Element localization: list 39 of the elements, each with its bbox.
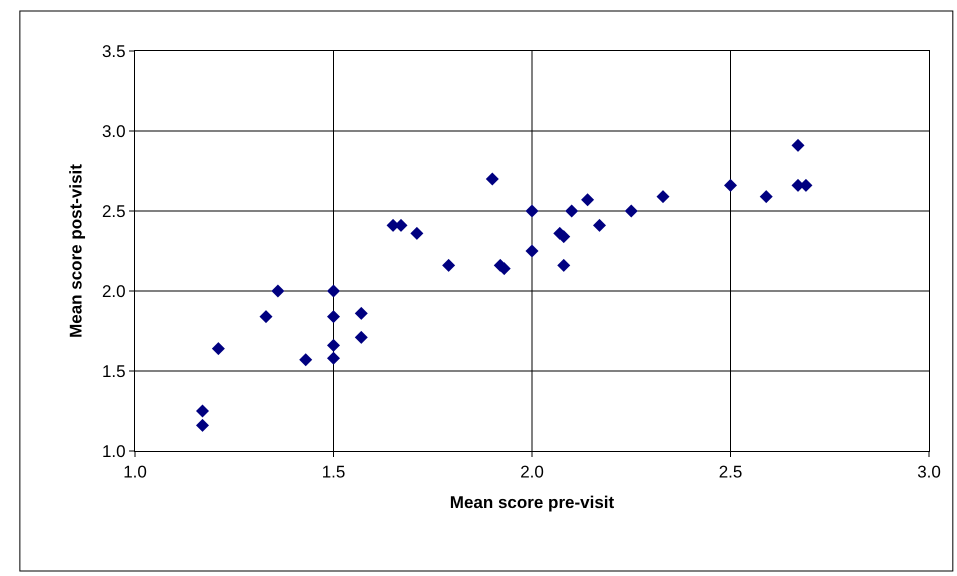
- point: [656, 190, 670, 204]
- point: [327, 352, 340, 365]
- x-tick-label: 2.5: [718, 462, 742, 482]
- x-tick-label: 2.0: [520, 462, 544, 482]
- point: [760, 190, 773, 204]
- point: [327, 310, 340, 324]
- point: [557, 258, 570, 272]
- point: [327, 338, 340, 352]
- point: [212, 342, 225, 356]
- point: [410, 226, 424, 240]
- point: [526, 204, 538, 218]
- point: [565, 204, 578, 218]
- x-axis-title: Mean score pre-visit: [450, 492, 615, 512]
- point: [327, 284, 340, 298]
- point: [354, 330, 368, 344]
- point: [624, 204, 638, 218]
- point: [526, 244, 538, 258]
- point: [196, 418, 209, 432]
- y-tick-label: 1.0: [102, 442, 126, 461]
- point: [791, 138, 804, 152]
- point: [354, 306, 368, 320]
- point: [581, 193, 594, 206]
- point: [592, 218, 606, 232]
- point: [271, 284, 284, 298]
- point: [442, 258, 456, 272]
- x-tick-label: 3.0: [917, 462, 941, 482]
- y-axis-title: Mean score post-visit: [66, 164, 86, 338]
- x-tick-label: 1.5: [322, 462, 346, 482]
- point: [196, 404, 209, 418]
- y-tick-label: 2.5: [102, 202, 126, 221]
- point: [724, 178, 737, 192]
- point: [486, 172, 499, 186]
- y-tick-label: 3.5: [102, 42, 126, 61]
- point: [260, 310, 273, 324]
- point: [299, 353, 312, 366]
- y-tick-label: 1.5: [102, 362, 126, 381]
- y-tick-label: 2.0: [102, 282, 126, 301]
- y-tick-label: 3.0: [102, 122, 126, 141]
- x-tick-label: 1.0: [123, 462, 147, 482]
